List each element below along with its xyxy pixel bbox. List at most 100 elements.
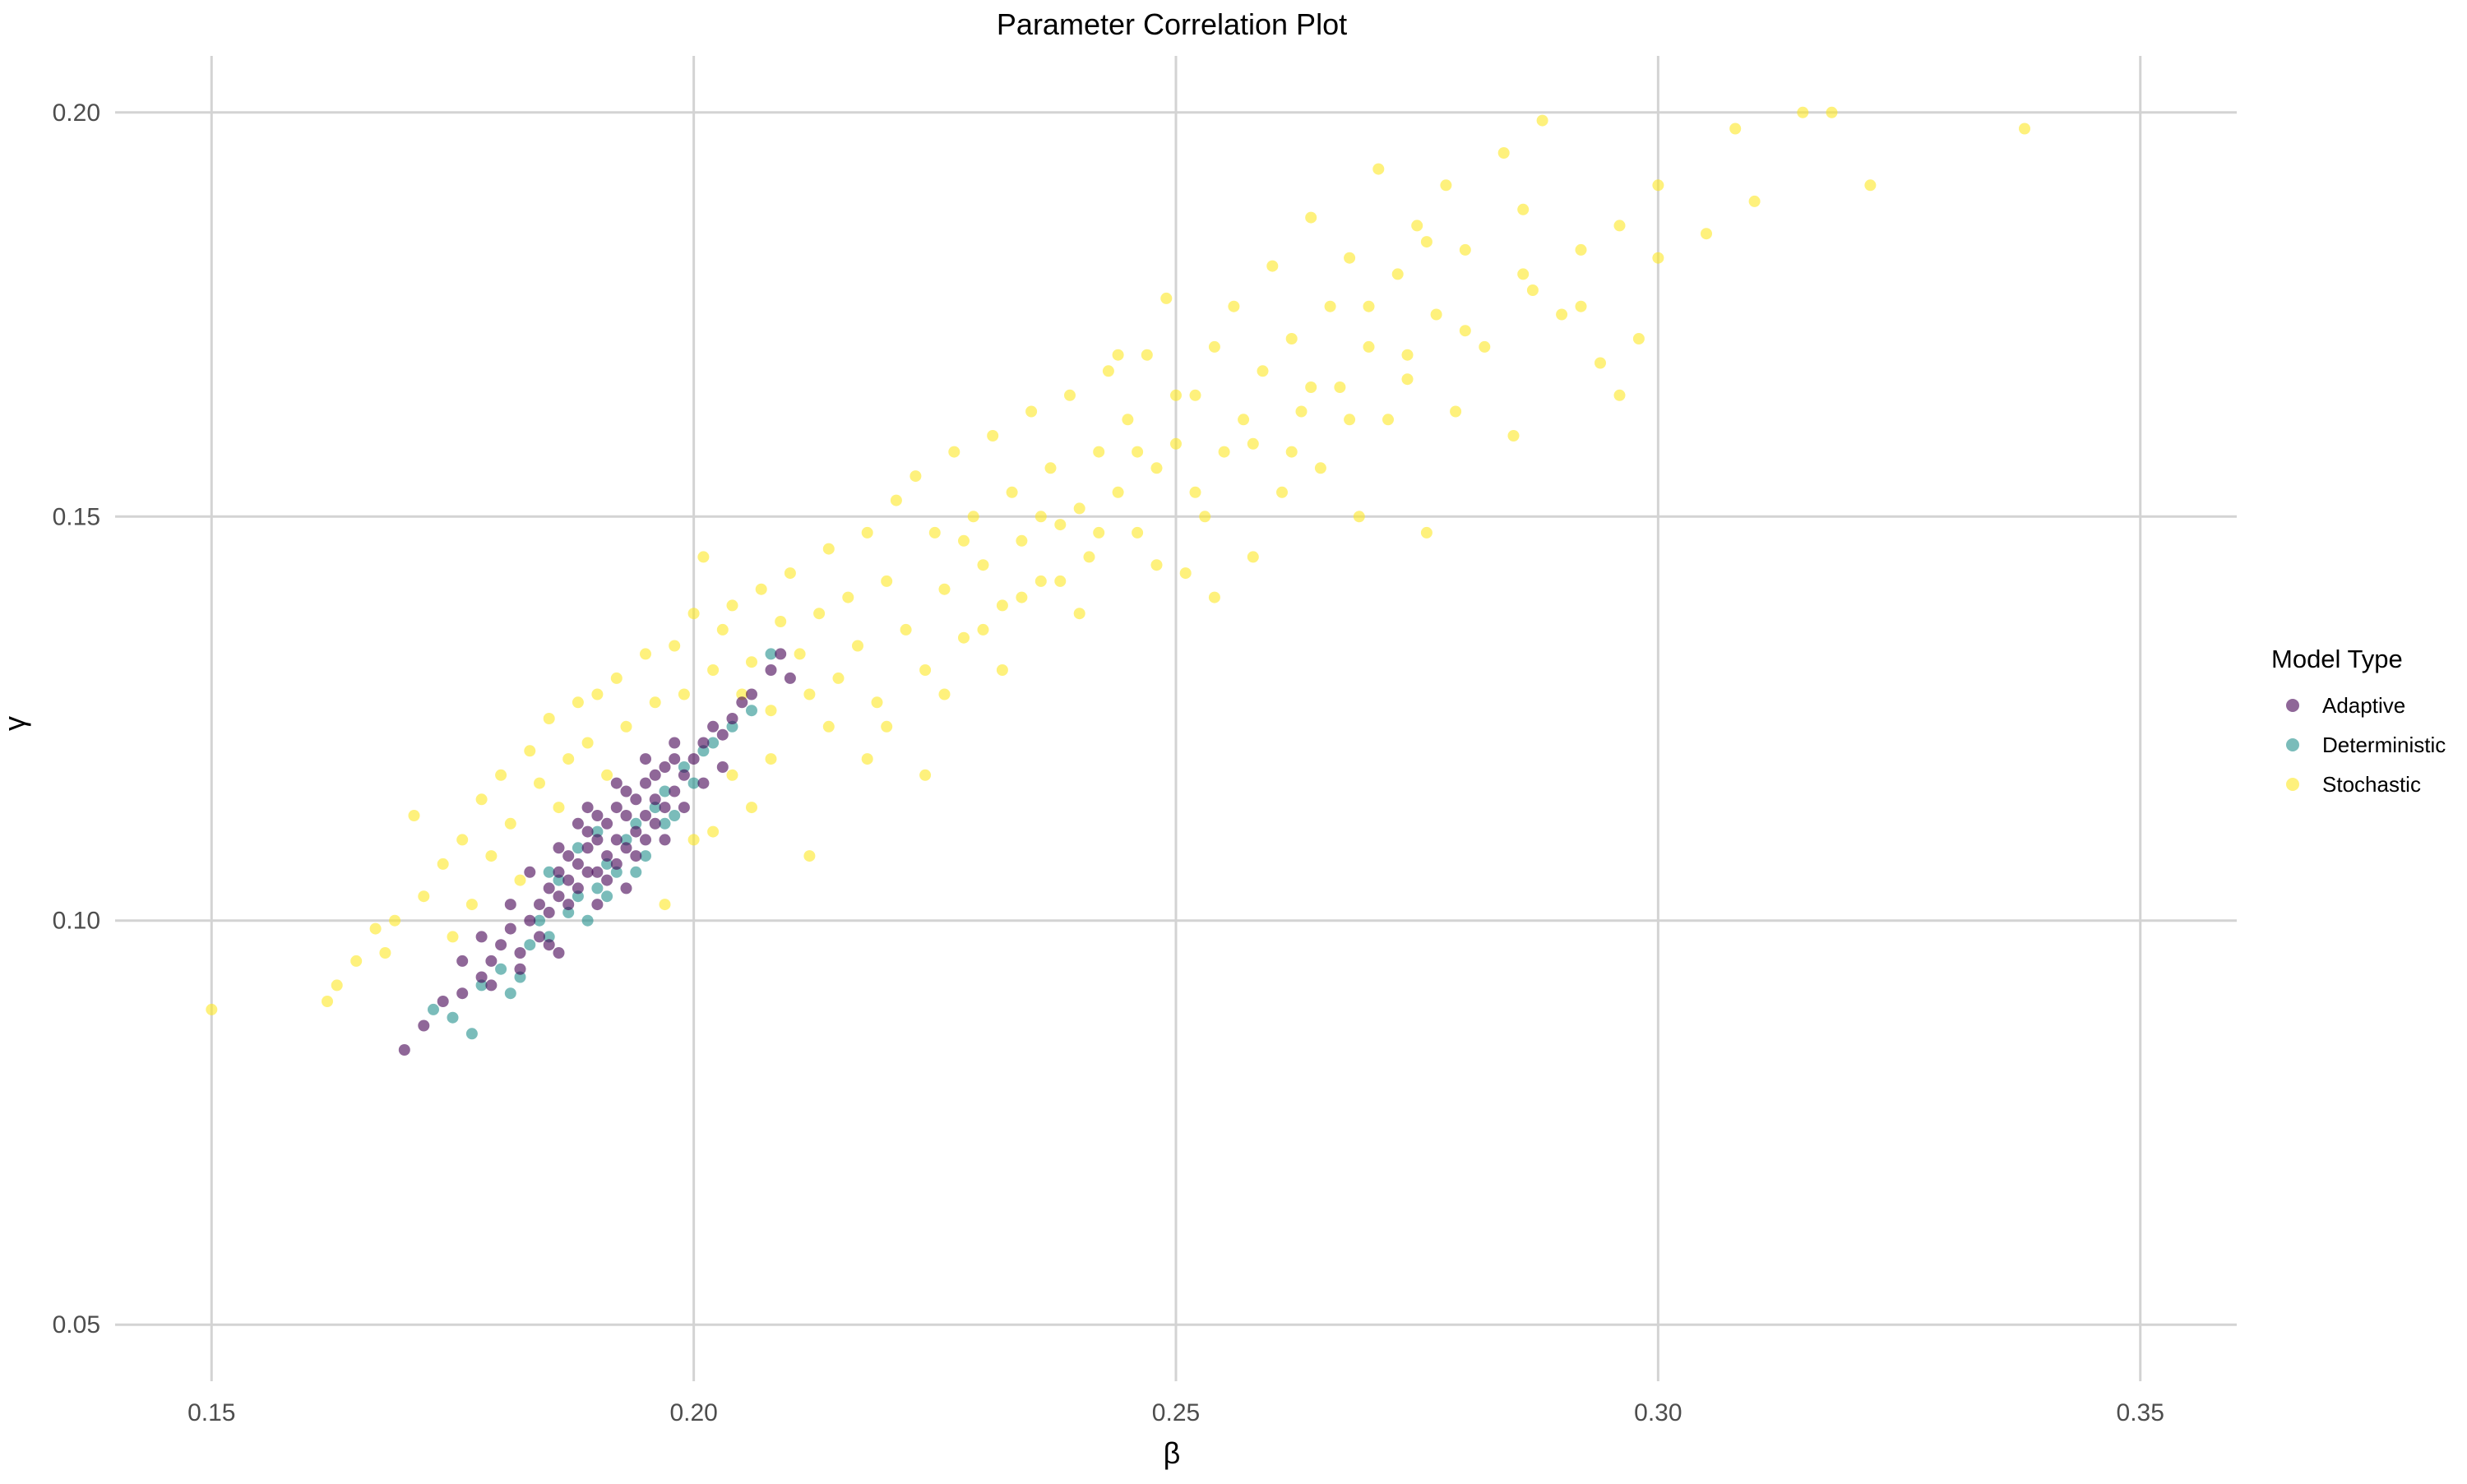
data-point (543, 939, 555, 951)
data-point (1150, 559, 1163, 571)
data-point (649, 817, 661, 830)
data-point (1497, 147, 1510, 159)
data-point (534, 899, 545, 911)
data-point (1054, 519, 1067, 531)
tick-labels: 0.15 0.20 0.25 0.30 0.35 0.05 0.10 0.15 0.20 (53, 99, 2164, 1426)
data-point (1797, 106, 1809, 118)
data-point (1179, 567, 1192, 580)
data-point (832, 672, 845, 684)
data-point (687, 608, 700, 620)
data-point (1266, 260, 1279, 272)
data-point (871, 696, 883, 709)
data-point (1430, 308, 1442, 321)
data-point (669, 640, 681, 652)
data-point (1507, 430, 1520, 442)
data-point (553, 842, 565, 854)
data-point (1102, 365, 1114, 377)
data-point (697, 551, 710, 563)
data-point (1034, 511, 1047, 523)
data-point (447, 931, 459, 943)
data-point (475, 931, 488, 943)
data-point (803, 688, 816, 700)
data-point (630, 850, 642, 862)
data-point (543, 882, 555, 895)
data-point (958, 631, 970, 644)
data-point (1391, 268, 1404, 280)
data-point (610, 672, 623, 684)
data-point (707, 720, 720, 733)
data-point (504, 922, 516, 935)
data-point (620, 720, 632, 733)
data-point (1324, 300, 1336, 312)
data-point (996, 599, 1008, 612)
data-point (1208, 591, 1220, 603)
data-point (687, 777, 700, 789)
data-point (524, 866, 536, 878)
data-point (659, 834, 671, 846)
data-point (765, 705, 777, 717)
data-point (919, 769, 932, 781)
data-point (890, 494, 902, 506)
data-point (640, 850, 651, 862)
data-point (495, 769, 507, 781)
data-point (610, 858, 623, 870)
data-point (1652, 252, 1664, 264)
legend-label: Adaptive (2322, 693, 2405, 718)
data-point (1864, 179, 1877, 192)
x-tick-label: 0.15 (187, 1399, 235, 1426)
data-point (398, 1044, 410, 1056)
data-point (746, 705, 757, 717)
data-point (726, 599, 738, 612)
legend-title: Model Type (2271, 645, 2403, 673)
data-point (938, 583, 951, 595)
data-point (418, 1019, 430, 1032)
data-point (765, 664, 777, 676)
data-point (553, 802, 565, 814)
data-point (640, 834, 651, 846)
data-point (475, 979, 488, 992)
data-point (553, 874, 565, 886)
data-point (755, 583, 767, 595)
data-point (881, 575, 893, 587)
data-point (601, 874, 613, 886)
data-point (475, 971, 488, 983)
data-point (775, 616, 787, 627)
legend-label: Deterministic (2322, 733, 2446, 757)
data-point (977, 623, 989, 636)
x-tick-label: 0.25 (1152, 1399, 1200, 1426)
data-point (716, 761, 729, 773)
data-point (1112, 486, 1124, 498)
data-point (504, 987, 516, 1000)
data-point (861, 526, 873, 539)
data-point (581, 842, 594, 854)
data-point (948, 446, 960, 458)
data-point (678, 769, 690, 781)
data-point (514, 971, 526, 983)
data-point (1575, 243, 1587, 256)
data-point (1652, 179, 1664, 192)
data-point (1526, 284, 1539, 296)
data-point (1006, 486, 1018, 498)
data-point (581, 737, 594, 749)
legend-key (2286, 699, 2299, 712)
data-point (707, 737, 720, 749)
data-point (736, 696, 748, 709)
data-point (881, 720, 893, 733)
data-point (1238, 414, 1250, 426)
data-point (669, 810, 681, 821)
data-point (1247, 551, 1259, 563)
data-point (726, 769, 738, 781)
data-point (1189, 486, 1201, 498)
data-point (928, 526, 941, 539)
data-point (1083, 551, 1095, 563)
data-point (534, 914, 545, 927)
data-point (938, 688, 951, 700)
data-point (1363, 300, 1375, 312)
data-point (572, 696, 584, 709)
data-point (649, 696, 661, 709)
data-point (1025, 405, 1038, 418)
data-point (601, 817, 613, 830)
data-point (601, 769, 613, 781)
data-point (1016, 534, 1028, 547)
data-point (562, 899, 575, 911)
